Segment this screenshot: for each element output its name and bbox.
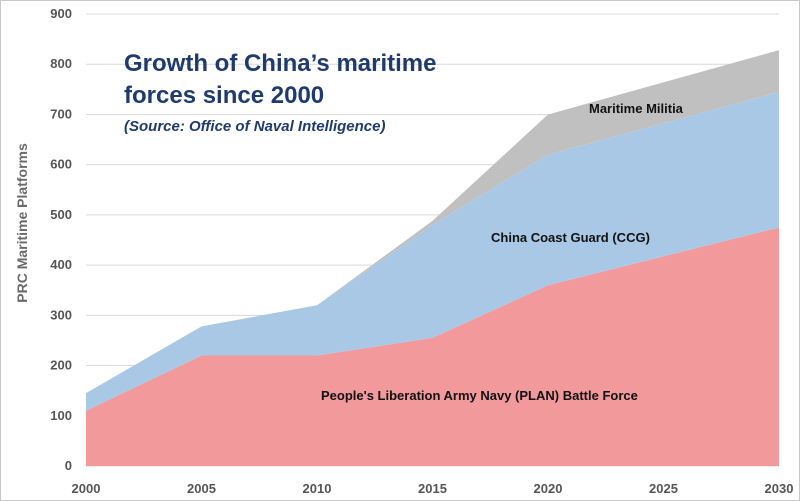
y-tick-400: 400 xyxy=(50,257,72,272)
x-tick-2020: 2020 xyxy=(534,481,563,496)
series-label-plan-battle-force: People's Liberation Army Navy (PLAN) Bat… xyxy=(321,388,638,403)
y-tick-500: 500 xyxy=(50,207,72,222)
chart-title: Growth of China’s maritime xyxy=(124,50,436,77)
y-tick-700: 700 xyxy=(50,106,72,121)
y-tick-100: 100 xyxy=(50,408,72,423)
y-axis-label: PRC Maritime Platforms xyxy=(14,143,30,303)
series-label-china-coast-guard: China Coast Guard (CCG) xyxy=(491,230,650,245)
chart-subtitle: (Source: Office of Naval Intelligence) xyxy=(124,118,385,135)
x-tick-2000: 2000 xyxy=(72,481,101,496)
x-tick-2005: 2005 xyxy=(187,481,216,496)
y-tick-0: 0 xyxy=(65,458,72,473)
x-tick-2030: 2030 xyxy=(765,481,794,496)
area-china-coast-guard-ccg xyxy=(86,91,779,411)
y-tick-300: 300 xyxy=(50,307,72,322)
area-maritime-militia xyxy=(86,50,779,394)
series-label-maritime-militia: Maritime Militia xyxy=(589,101,684,116)
chart-title-line-2: forces since 2000 xyxy=(124,82,324,109)
y-tick-800: 800 xyxy=(50,56,72,71)
x-tick-2025: 2025 xyxy=(649,481,678,496)
y-axis-ticks: 0 100 200 300 400 500 600 700 800 900 xyxy=(50,6,72,473)
x-tick-2010: 2010 xyxy=(303,481,332,496)
y-tick-900: 900 xyxy=(50,6,72,21)
y-tick-200: 200 xyxy=(50,358,72,373)
y-tick-600: 600 xyxy=(50,157,72,172)
x-tick-2015: 2015 xyxy=(418,481,447,496)
x-axis-ticks: 2000 2005 2010 2015 2020 2025 2030 xyxy=(72,481,794,496)
area-people-s-liberation-army-navy-plan-battle-force xyxy=(86,227,779,466)
area-series xyxy=(86,50,779,466)
